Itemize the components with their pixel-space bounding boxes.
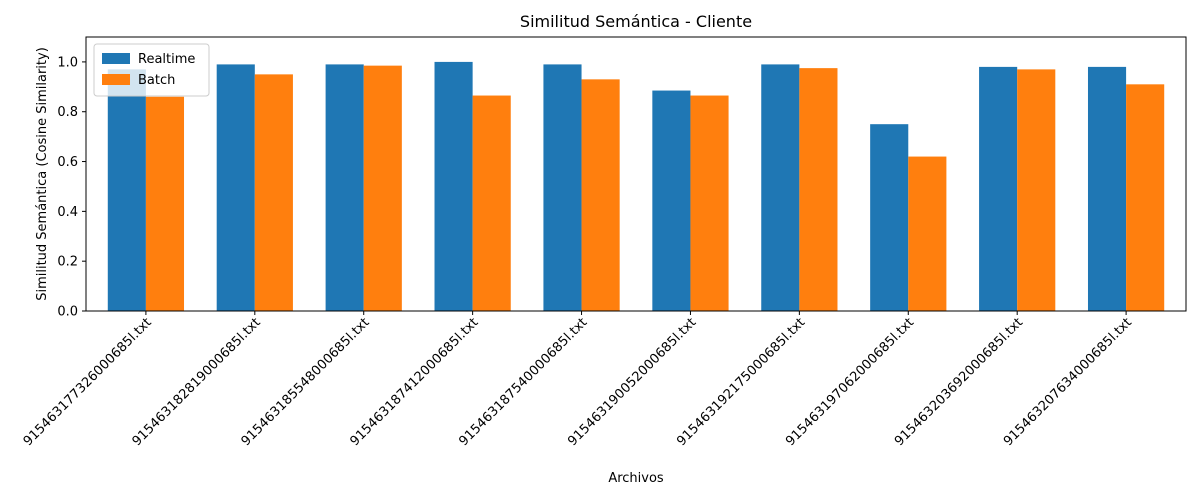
x-tick-label: 915463203692000685l.txt — [892, 315, 1026, 449]
bar-batch-7 — [908, 156, 947, 311]
x-axis-label: Archivos — [608, 471, 664, 486]
y-tick-label: 0.2 — [57, 255, 78, 270]
bar-batch-0 — [145, 96, 185, 311]
bar-batch-9 — [1126, 84, 1165, 311]
bar-batch-5 — [690, 95, 729, 311]
y-tick-label: 0.0 — [57, 305, 78, 320]
x-tick-label: 915463182819000685l.txt — [130, 315, 264, 449]
x-tick-label: 915463185548000685l.txt — [239, 315, 373, 449]
bar-batch-3 — [472, 95, 511, 311]
bar-batch-2 — [363, 65, 402, 312]
bar-realtime-8 — [979, 66, 1018, 312]
y-tick-label: 1.0 — [57, 55, 78, 70]
y-axis-label: Similitud Semántica (Cosine Similarity) — [35, 47, 50, 301]
bar-realtime-3 — [434, 61, 473, 312]
y-tick-label: 0.6 — [57, 155, 78, 170]
x-tick-label: 915463192175000685l.txt — [674, 315, 808, 449]
chart-title: Similitud Semántica - Cliente — [520, 12, 752, 31]
bar-realtime-2 — [325, 64, 364, 312]
x-tick-label: 915463207634000685l.txt — [1001, 315, 1135, 449]
x-tick-label: 915463187540000685l.txt — [456, 315, 590, 449]
bar-realtime-5 — [652, 90, 691, 312]
y-tick-label: 0.8 — [57, 105, 78, 120]
bar-batch-1 — [254, 74, 293, 311]
bar-realtime-1 — [216, 64, 255, 312]
x-tick-label: 915463197062000685l.txt — [783, 315, 917, 449]
legend-swatch-realtime — [102, 53, 130, 64]
legend-swatch-batch — [102, 74, 130, 85]
legend-label-batch: Batch — [138, 73, 175, 88]
x-tick-label: 915463190052000685l.txt — [565, 315, 699, 449]
x-tick-label: 915463187412000685l.txt — [347, 315, 481, 449]
y-axis: 0.0 0.2 0.4 0.6 0.8 1.0 — [57, 55, 86, 320]
y-tick-label: 0.4 — [57, 205, 78, 220]
plot-frame — [85, 36, 1187, 312]
x-tick-label: 915463177326000685l.txt — [21, 315, 155, 449]
bar-batch-6 — [799, 68, 838, 312]
bar-realtime-0 — [107, 69, 146, 311]
bar-realtime-7 — [870, 124, 909, 311]
bar-batch-4 — [581, 79, 620, 311]
x-axis: 915463177326000685l.txt91546318281900068… — [21, 311, 1135, 449]
legend-label-realtime: Realtime — [138, 52, 195, 67]
bar-realtime-6 — [761, 64, 800, 312]
bar-realtime-9 — [1087, 66, 1127, 312]
legend: Realtime Batch — [93, 43, 210, 97]
bar-batch-8 — [1017, 69, 1056, 311]
plot-area — [85, 36, 1187, 312]
bar-realtime-4 — [543, 64, 582, 312]
